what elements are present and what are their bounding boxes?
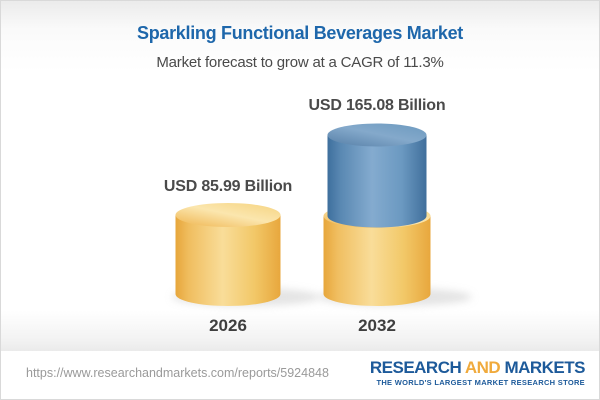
research-and-markets-logo: RESEARCH AND MARKETS THE WORLD'S LARGEST…	[369, 358, 586, 387]
report-url: https://www.researchandmarkets.com/repor…	[26, 366, 329, 380]
logo-word-markets: MARKETS	[504, 358, 585, 378]
axis-label-2026: 2026	[209, 316, 247, 335]
page-subtitle: Market forecast to grow at a CAGR of 11.…	[156, 54, 444, 71]
value-label-2032: USD 165.08 Billion	[308, 97, 446, 114]
logo-tagline: THE WORLD'S LARGEST MARKET RESEARCH STOR…	[376, 377, 585, 387]
cylinder-2032-yellow-segment	[323, 216, 431, 306]
cylinder-2032-blue-top	[327, 123, 427, 147]
page-title: Sparkling Functional Beverages Market	[136, 23, 463, 43]
footer: https://www.researchandmarkets.com/repor…	[1, 351, 599, 399]
logo-word-and: AND	[464, 358, 501, 378]
value-label-2026: USD 85.99 Billion	[163, 178, 293, 195]
logo-word-research: RESEARCH	[369, 358, 462, 378]
cylinder-2026-body	[175, 215, 281, 306]
logo-wordmark: RESEARCH AND MARKETS	[369, 358, 586, 378]
axis-label-2032: 2032	[358, 316, 396, 335]
cylinder-2026	[172, 203, 320, 306]
cylinder-chart	[172, 123, 472, 306]
cylinder-2026-top	[175, 203, 281, 227]
cylinder-2032-blue-segment	[327, 135, 427, 228]
cylinder-2032	[318, 123, 472, 306]
